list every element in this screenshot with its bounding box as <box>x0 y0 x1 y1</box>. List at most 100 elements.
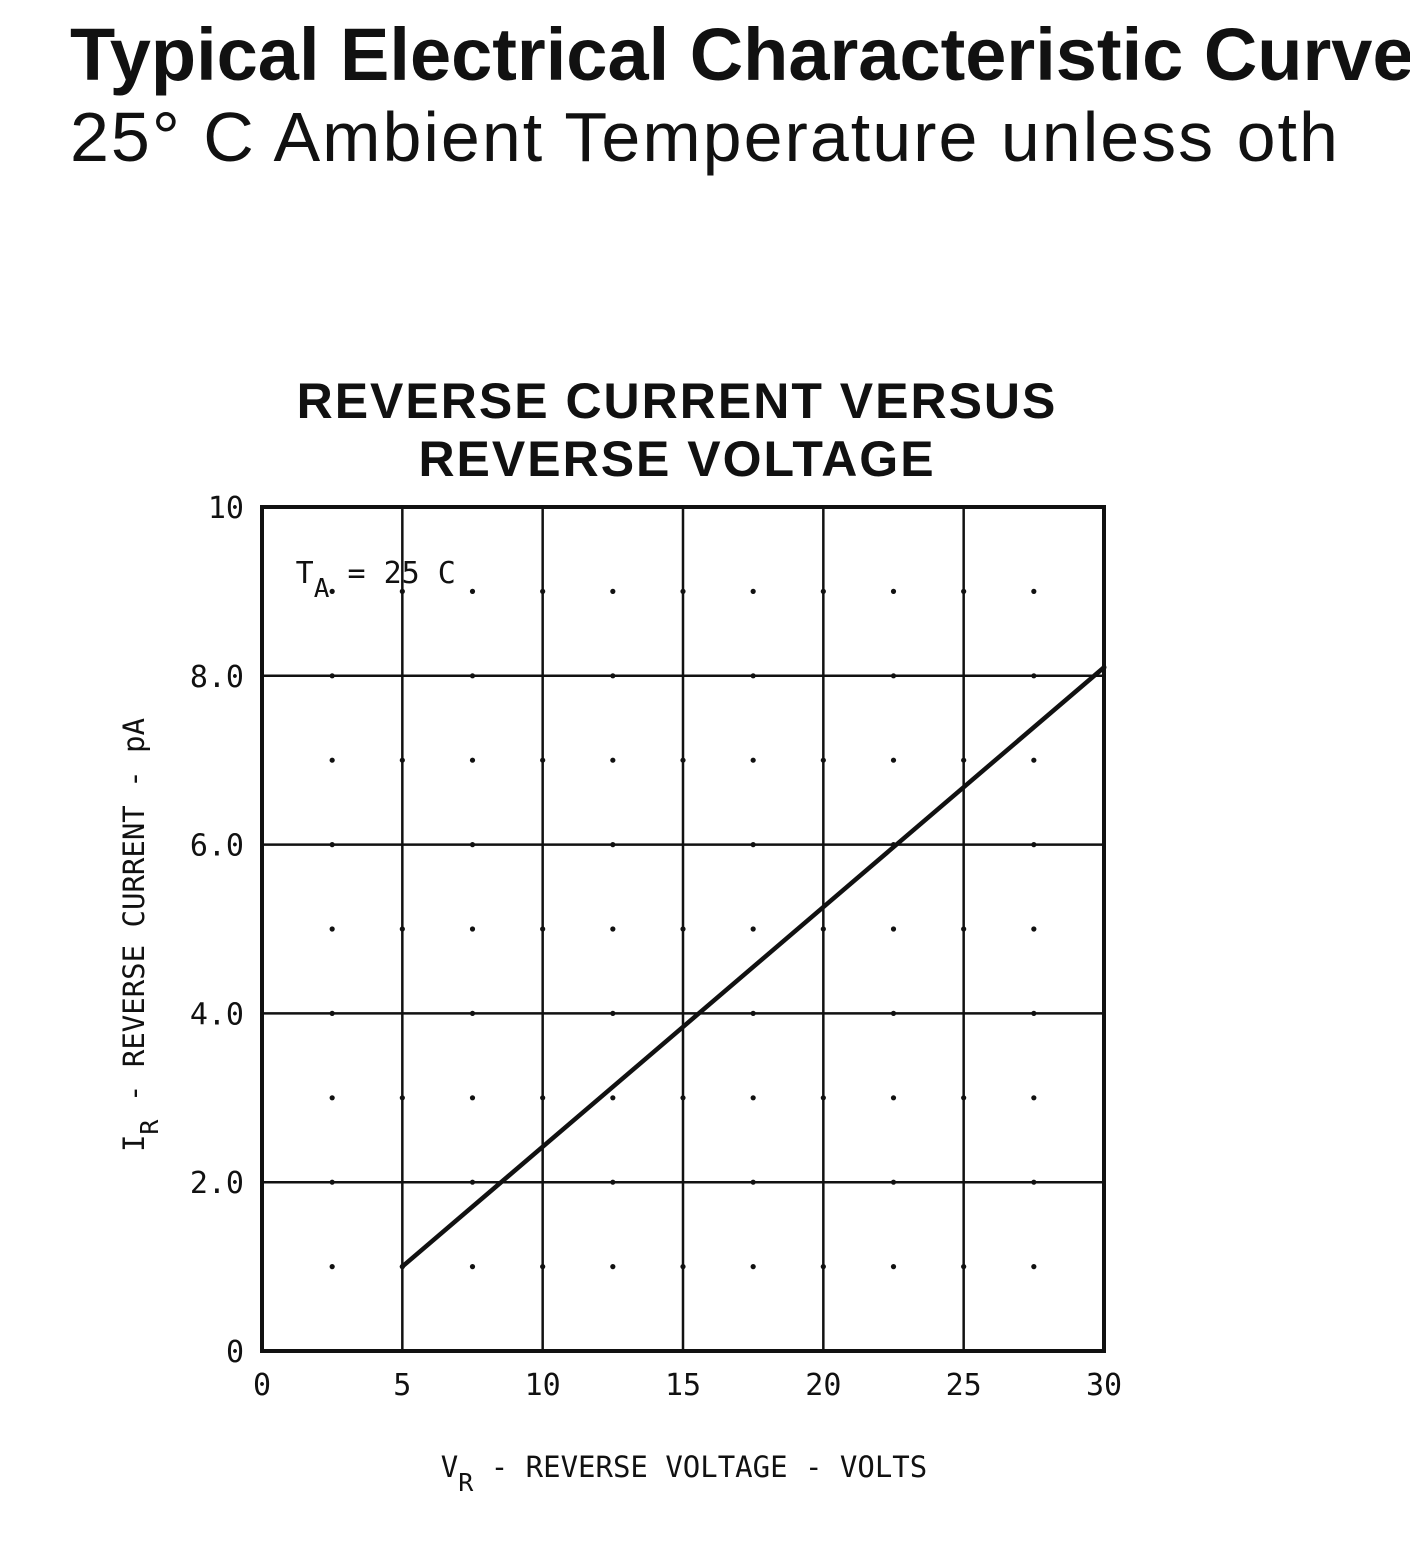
y-tick-label-1: 2.0 <box>190 1166 244 1201</box>
grid-dot-65 <box>680 1095 686 1101</box>
page-subtitle: 25° C Ambient Temperature unless oth <box>70 98 1340 176</box>
grid-dot-12 <box>329 926 335 932</box>
grid-dot-41 <box>610 673 616 679</box>
series-group <box>399 664 1107 1270</box>
grid-dot-0 <box>329 1264 335 1270</box>
y-axis-label-main: I <box>117 1135 151 1152</box>
y-tick-label-5: 10 <box>208 491 244 526</box>
series-line-0 <box>400 665 1106 1269</box>
grid-dot-37 <box>469 673 476 679</box>
grid-dot-52 <box>1031 842 1037 848</box>
grid-dot-16 <box>890 926 897 932</box>
y-tick-label-0: 0 <box>226 1335 244 1370</box>
grid-dot-76 <box>961 926 967 932</box>
grid-dot-78 <box>961 588 967 595</box>
grid-dot-33 <box>329 673 335 679</box>
y-tick-label-4: 8.0 <box>190 660 244 695</box>
grid-dot-3 <box>750 1264 756 1270</box>
grid-dot-55 <box>399 1095 405 1101</box>
grid-dot-69 <box>820 1264 826 1270</box>
x-tick-labels: 0 5 10 15 20 25 30 <box>253 1368 1122 1403</box>
y-tick-label-2: 4.0 <box>190 997 244 1032</box>
grid-dot-10 <box>890 1095 897 1101</box>
grid-dot-77 <box>961 757 967 763</box>
y-axis-label-sub: R <box>135 1119 164 1135</box>
grid-dot-17 <box>1031 926 1037 932</box>
grid-dot-2 <box>610 1264 616 1270</box>
grid-dot-18 <box>329 757 335 763</box>
grid-dot-25 <box>469 588 476 595</box>
grid-dot-74 <box>961 1264 967 1270</box>
grid-dot-35 <box>469 1010 476 1017</box>
grid-dot-38 <box>610 1179 616 1185</box>
grid-dot-61 <box>540 926 546 932</box>
x-tick-label-0: 0 <box>253 1368 271 1403</box>
grid-dot-9 <box>750 1095 756 1101</box>
y-axis-label: IR - REVERSE CURRENT - pA <box>117 718 164 1152</box>
grid-dot-60 <box>540 1095 546 1101</box>
y-axis-label-rest: - REVERSE CURRENT - pA <box>117 718 151 1120</box>
grid-dot-63 <box>540 588 546 595</box>
grid-dot-39 <box>610 1010 616 1017</box>
x-axis-label-rest: - REVERSE VOLTAGE - VOLTS <box>473 1450 927 1484</box>
grid-dot-73 <box>820 588 826 595</box>
grid-dot-44 <box>750 842 756 848</box>
x-tick-label-2: 10 <box>525 1368 561 1403</box>
grid-dot-5 <box>1031 1264 1037 1270</box>
temperature-annotation: TA = 25 C <box>296 556 456 604</box>
grid-dot-46 <box>890 1179 897 1185</box>
grid-dot-26 <box>610 588 616 595</box>
x-axis-label-sub: R <box>458 1468 474 1497</box>
grid-dot-50 <box>1031 1179 1037 1185</box>
grid-dot-70 <box>820 1095 826 1101</box>
grid-dot-49 <box>890 673 897 679</box>
grid-dot-47 <box>890 1010 897 1017</box>
grid-dot-53 <box>1031 673 1037 679</box>
x-tick-label-4: 20 <box>805 1368 841 1403</box>
y-tick-labels: 0 2.0 4.0 6.0 8.0 10 <box>190 491 244 1370</box>
grid-dot-42 <box>750 1179 756 1185</box>
grid-dot-19 <box>469 757 476 763</box>
grid-dot-34 <box>469 1179 476 1185</box>
grid-dot-14 <box>610 926 616 932</box>
grid-dot-66 <box>680 926 686 932</box>
annotation-rest: = 25 C <box>329 556 455 591</box>
grid-dot-64 <box>680 1264 686 1270</box>
y-tick-label-3: 6.0 <box>190 829 244 864</box>
grid-dot-15 <box>750 926 756 932</box>
grid-dot-4 <box>890 1264 897 1270</box>
grid-dot-1 <box>469 1264 476 1270</box>
grid-dot-75 <box>961 1095 967 1101</box>
x-tick-label-5: 25 <box>946 1368 982 1403</box>
grid-dot-11 <box>1031 1095 1037 1101</box>
grid-dot-67 <box>680 757 686 763</box>
chart-title-line-2: REVERSE VOLTAGE <box>418 431 935 487</box>
grid-dot-62 <box>540 757 546 763</box>
grid-dot-43 <box>750 1010 756 1017</box>
grid-dot-6 <box>329 1095 335 1101</box>
page-title: Typical Electrical Characteristic Curve <box>70 13 1410 96</box>
page-heading: Typical Electrical Characteristic Curve … <box>70 14 1410 178</box>
grid-dot-21 <box>750 757 756 763</box>
grid-dot-29 <box>1031 588 1037 595</box>
grid-dot-32 <box>329 842 335 848</box>
series-point-0-1 <box>1101 664 1107 670</box>
grid-dot-7 <box>469 1095 476 1101</box>
grid-dot-58 <box>399 588 405 595</box>
x-axis-label-main: V <box>441 1450 458 1484</box>
series-point-0-0 <box>399 1264 405 1270</box>
grid-dot-20 <box>610 757 616 763</box>
grid-dot-31 <box>329 1010 335 1017</box>
chart-title-line-1: REVERSE CURRENT VERSUS <box>297 373 1058 429</box>
grid-dot-28 <box>890 588 897 595</box>
grid-dot-36 <box>469 842 476 848</box>
grid-dot-13 <box>469 926 476 932</box>
grid-dot-40 <box>610 842 616 848</box>
grid-dot-72 <box>820 757 826 763</box>
grid-dot-30 <box>329 1179 335 1185</box>
grid-dot-27 <box>750 588 756 595</box>
annotation-sub: A <box>314 574 330 604</box>
grid-dot-56 <box>399 926 405 932</box>
plot-frame <box>260 505 1106 1353</box>
grid-dot-68 <box>680 588 686 595</box>
